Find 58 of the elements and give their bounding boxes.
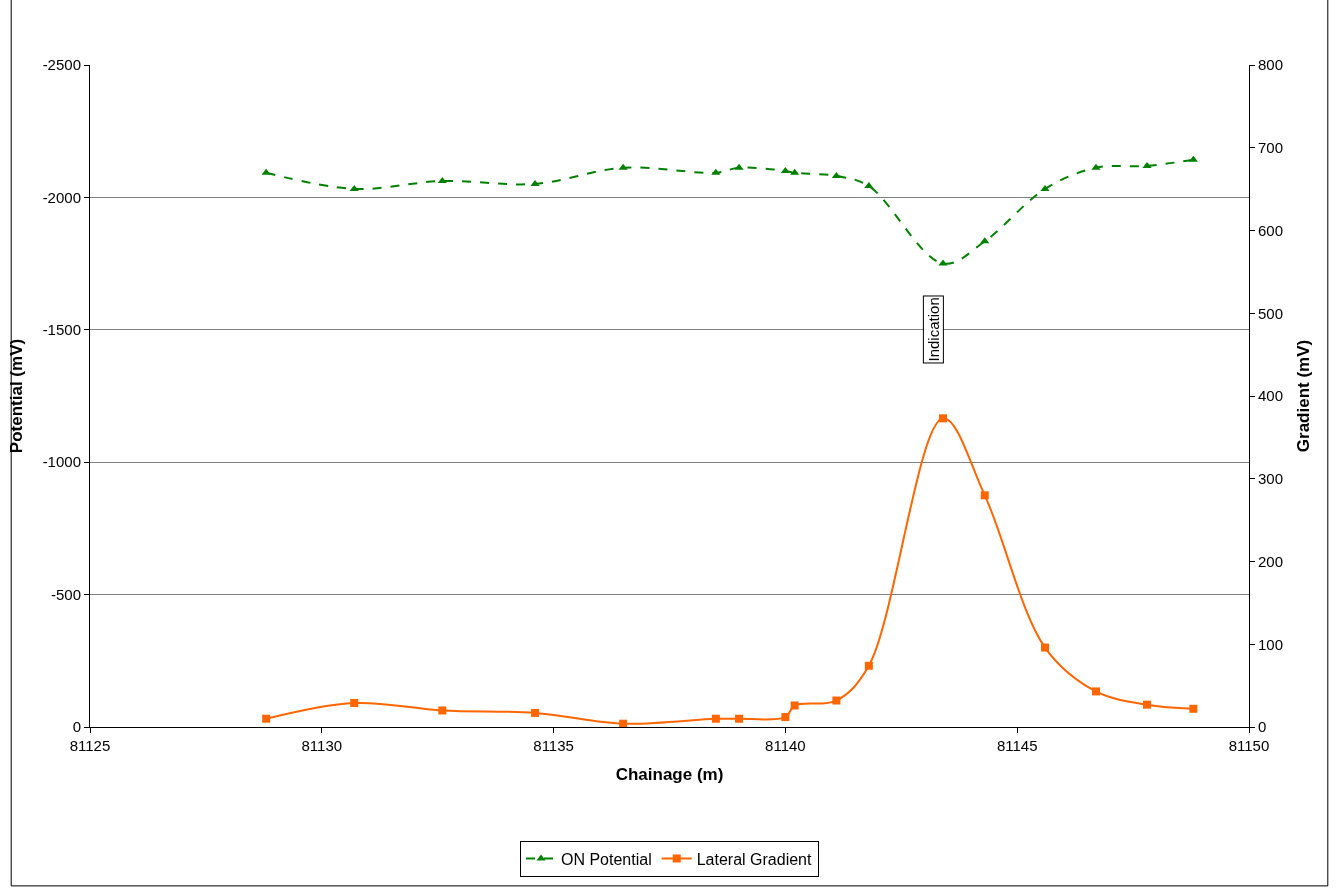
point [790,701,799,710]
y-tick-label: -1000 [42,453,81,471]
x-axis-title: Chainage (m) [615,765,724,785]
y2-axis-title: Gradient (mV) [1294,339,1314,453]
point [938,259,948,266]
y2-tick-label: 200 [1258,552,1284,570]
point [531,708,540,717]
point [350,699,359,707]
point [832,696,841,705]
y-axis-title: Potential (mV) [7,338,27,454]
point [618,163,628,170]
point [734,163,744,170]
y2-tick-label: 400 [1258,387,1284,405]
point [261,168,271,175]
point [1092,687,1101,696]
point [735,714,744,723]
y-tick-label: -500 [50,585,81,603]
x-tick-label: 81145 [996,737,1038,754]
point [262,714,271,723]
point [1143,700,1152,709]
y-tick-label: -2000 [42,188,81,206]
x-tick-label: 81125 [69,737,111,754]
point [437,176,447,183]
point [619,719,628,727]
y-tick-label: -1500 [42,321,81,339]
point [438,706,447,715]
x-tick-label: 81150 [1228,737,1270,754]
y2-tick-label: 600 [1258,221,1284,239]
legend-label: ON Potential [561,850,652,868]
y2-tick-label: 0 [1258,718,1267,736]
y-tick-label: -2500 [42,56,81,74]
point [1041,643,1050,652]
point [1189,704,1198,713]
point [1091,163,1101,170]
y2-tick-label: 700 [1258,139,1284,156]
point [864,182,874,189]
y-tick-label: 0 [72,718,81,736]
legend-label: Lateral Gradient [696,850,813,868]
y2-tick-label: 500 [1258,304,1284,322]
point [530,179,540,186]
y2-tick-label: 800 [1258,56,1284,74]
point [711,714,720,723]
y2-tick-label: 100 [1258,635,1284,653]
point [1142,161,1152,168]
x-tick-label: 81130 [301,737,343,754]
point [790,168,800,175]
x-tick-label: 81135 [533,737,574,754]
point [711,168,721,175]
point [864,661,873,670]
annotation: Indication [924,297,942,362]
point [1188,155,1198,162]
y2-tick-label: 300 [1258,470,1284,487]
point [1040,184,1050,191]
point [980,491,989,500]
point [349,184,359,191]
x-tick-label: 81140 [765,737,806,754]
point [939,414,948,423]
point [781,713,790,722]
